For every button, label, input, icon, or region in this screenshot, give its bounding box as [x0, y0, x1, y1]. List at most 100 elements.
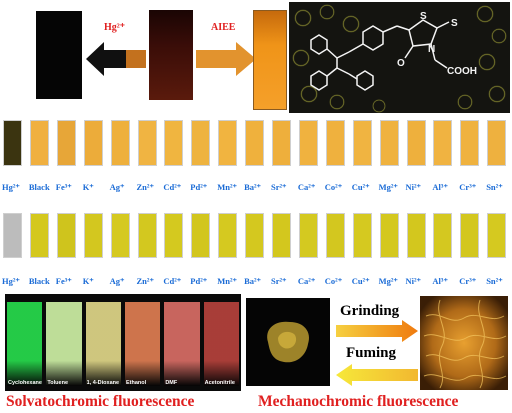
row2-strip-9: [245, 213, 265, 258]
row1-label-8: Mn²⁺: [217, 182, 237, 192]
row2-strip-6: [164, 213, 184, 258]
row1-strip-18: [487, 120, 507, 166]
row1-label-5: Zn²⁺: [136, 182, 154, 192]
row1-label-3: K⁺: [82, 182, 94, 192]
row1-label-17: Cr³⁺: [459, 182, 477, 192]
row2-label-0: Hg²⁺: [2, 276, 20, 286]
powder-image: [246, 298, 330, 386]
row2-strip-18: [487, 213, 507, 258]
row1-strip-4: [110, 120, 130, 166]
row2-strip-4: [110, 213, 130, 258]
row2-strip-1: [29, 213, 49, 258]
row2-label-14: Mg²⁺: [378, 276, 398, 286]
row2-label-7: Pd²⁺: [190, 276, 208, 286]
row1-label-6: Cd²⁺: [163, 182, 182, 192]
row2-label-13: Cu²⁺: [351, 276, 370, 286]
row1-label-13: Cu²⁺: [351, 182, 370, 192]
row1-strip-12: [325, 120, 345, 166]
row1-strip-15: [406, 120, 426, 166]
row2-label-18: Sn²⁺: [486, 276, 503, 286]
atom-cooh: COOH: [447, 66, 477, 77]
solvent-label-2: 1, 4-Dioxane: [86, 380, 120, 386]
film-image: [420, 296, 508, 390]
solvent-label-4: DMF: [165, 380, 178, 386]
row1-strip-5: [137, 120, 157, 166]
solvatochromic-caption: Solvatochromic fluorescence: [6, 393, 195, 410]
orange-vial: [253, 10, 287, 110]
aiee-arrow: [196, 38, 256, 80]
row1-label-4: Ag⁺: [109, 182, 125, 192]
row2-strip-2: [56, 213, 76, 258]
red-vial: [149, 10, 193, 100]
row1-label-0: Hg²⁺: [2, 182, 20, 192]
row1-label-15: Ni²⁺: [405, 182, 422, 192]
solvent-label-0: Cyclohexane: [8, 380, 42, 386]
row1-strip-10: [272, 120, 291, 166]
hg-arrow-label: Hg²⁺: [104, 22, 126, 33]
row2-strip-16: [433, 213, 453, 258]
particle-rings: [292, 4, 507, 113]
row1-label-14: Mg²⁺: [378, 182, 398, 192]
row2-label-1: Black: [28, 276, 50, 286]
row2-strip-10: [272, 213, 291, 258]
row2-strip-12: [325, 213, 345, 258]
molecule-panel: S S N O COOH: [289, 2, 510, 113]
row1-strip-1: [29, 120, 49, 166]
atom-s2: S: [451, 18, 458, 29]
row1-strip-2: [56, 120, 76, 166]
aiee-arrow-label: AIEE: [211, 22, 236, 33]
row2-strip-17: [460, 213, 480, 258]
row1-label-18: Sn²⁺: [486, 182, 503, 192]
solvent-vial-4: [164, 302, 200, 386]
row2-label-11: Ca²⁺: [297, 276, 316, 286]
row2-label-8: Mn²⁺: [217, 276, 237, 286]
row1-label-2: Fe³⁺: [55, 182, 72, 192]
row1-label-12: Co²⁺: [324, 182, 343, 192]
solvent-vial-0: [7, 302, 43, 386]
row2-label-2: Fe³⁺: [55, 276, 72, 286]
row1-strip-16: [433, 120, 453, 166]
row2-label-17: Cr³⁺: [459, 276, 477, 286]
solvent-label-3: Ethanol: [126, 380, 147, 386]
row1-label-7: Pd²⁺: [190, 182, 208, 192]
row2-label-15: Ni²⁺: [405, 276, 422, 286]
solvent-vial-5: [203, 302, 239, 386]
row1-label-1: Black: [28, 182, 50, 192]
row1-strip-13: [352, 120, 372, 166]
fuming-arrow: [336, 364, 418, 386]
dark-vial: [36, 11, 82, 99]
row1-label-10: Sr²⁺: [271, 182, 287, 192]
row1-strip-14: [379, 120, 399, 166]
row2-label-10: Sr²⁺: [271, 276, 287, 286]
grinding-arrow: [336, 320, 418, 342]
chemical-structure: [310, 19, 450, 91]
row2-strip-8: [218, 213, 238, 258]
row2-label-4: Ag⁺: [109, 276, 125, 286]
fuming-label: Fuming: [346, 345, 397, 361]
row2-strip-13: [352, 213, 372, 258]
row2-strip-5: [137, 213, 157, 258]
row1-strip-17: [460, 120, 480, 166]
hg-arrow: [86, 38, 146, 80]
row1-strip-8: [218, 120, 238, 166]
grinding-label: Grinding: [340, 303, 400, 319]
row2-strip-0: [3, 213, 22, 258]
solvent-vial-1: [46, 302, 82, 386]
row1-strip-7: [191, 120, 211, 166]
atom-n: N: [428, 44, 435, 55]
row1-label-16: Al³⁺: [432, 182, 448, 192]
atom-s1: S: [420, 11, 427, 22]
row2-strip-15: [406, 213, 426, 258]
row2-label-3: K⁺: [82, 276, 94, 286]
row1-label-9: Ba²⁺: [244, 182, 262, 192]
solvent-label-1: Toluene: [47, 380, 69, 386]
row2-label-16: Al³⁺: [432, 276, 448, 286]
solvent-vial-2: [85, 302, 121, 386]
row2-label-5: Zn²⁺: [136, 276, 154, 286]
row2-label-6: Cd²⁺: [163, 276, 182, 286]
solvent-label-5: Acetonitrile: [204, 380, 235, 386]
row2-strip-7: [191, 213, 211, 258]
row1-strip-0: [3, 120, 22, 166]
row1-label-11: Ca²⁺: [297, 182, 316, 192]
atom-o: O: [397, 58, 405, 69]
